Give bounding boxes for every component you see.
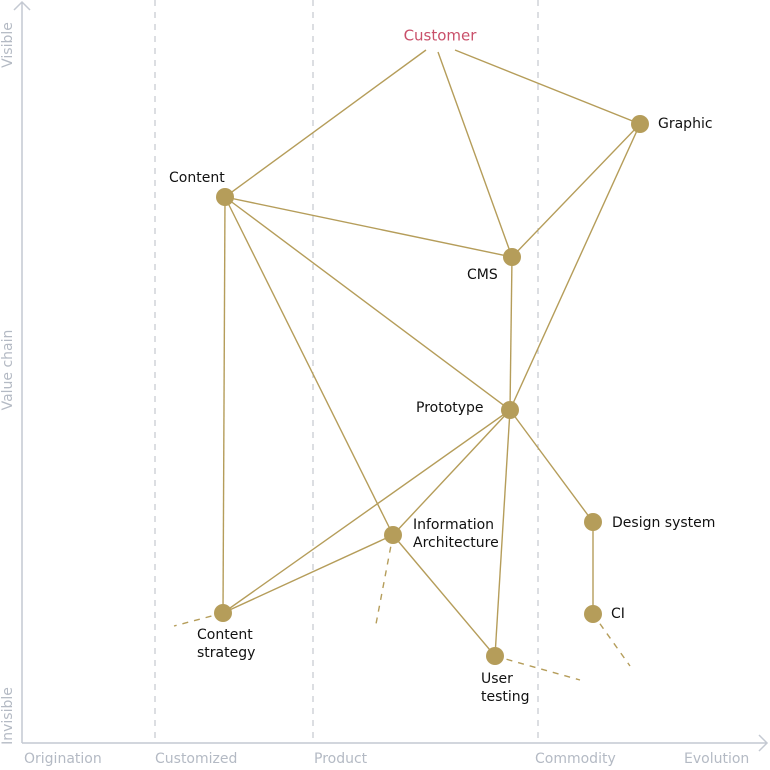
node: [501, 401, 519, 419]
node: [216, 188, 234, 206]
edge: [509, 256, 513, 411]
edge: [392, 409, 511, 536]
axis-label: Evolution: [684, 751, 749, 767]
node-label: Information: [413, 517, 494, 533]
node-label: strategy: [197, 645, 255, 661]
node-label: testing: [481, 689, 530, 705]
axis-label: Visible: [0, 22, 16, 68]
node-label: Content: [197, 627, 253, 643]
edge: [509, 409, 594, 523]
edge: [392, 534, 496, 657]
edge: [224, 49, 427, 198]
node-label: Prototype: [416, 400, 484, 416]
node: [486, 647, 504, 665]
dashed-edge: [173, 612, 224, 627]
nodes: Customer Graphic Content CMS Prototype D…: [169, 27, 715, 706]
axis-label: Origination: [24, 751, 102, 767]
dashed-edge: [375, 534, 394, 625]
edge: [511, 123, 641, 258]
dashed-edge: [592, 613, 631, 667]
node: [503, 248, 521, 266]
edge: [437, 51, 513, 258]
node-label: Customer: [404, 27, 478, 45]
axis-label: Commodity: [535, 751, 616, 767]
x-axis: [22, 734, 769, 752]
axis-label: Customized: [155, 751, 237, 767]
y-axis: [13, 0, 31, 743]
edge: [224, 196, 513, 258]
edge: [454, 49, 641, 125]
node-label: Architecture: [413, 535, 499, 551]
node: [631, 115, 649, 133]
node-label: Graphic: [658, 116, 713, 132]
node-label: CMS: [467, 267, 498, 283]
node: [584, 605, 602, 623]
edges: [173, 49, 641, 681]
node-label: Design system: [612, 515, 715, 531]
dashed-edge: [494, 655, 581, 681]
node: [384, 526, 402, 544]
edge: [222, 534, 394, 614]
edge: [224, 196, 511, 411]
node: [214, 604, 232, 622]
axis-label: Product: [314, 751, 368, 767]
edge: [509, 123, 641, 411]
node-label: Content: [169, 170, 225, 186]
node: [584, 513, 602, 531]
axis-label: Value chain: [0, 330, 16, 411]
edge: [222, 409, 511, 614]
edge: [222, 196, 226, 614]
edge: [494, 409, 511, 657]
axis-label: Invisible: [0, 687, 16, 745]
node-label: User: [481, 671, 513, 687]
edge: [224, 196, 394, 536]
node-label: CI: [611, 606, 625, 622]
